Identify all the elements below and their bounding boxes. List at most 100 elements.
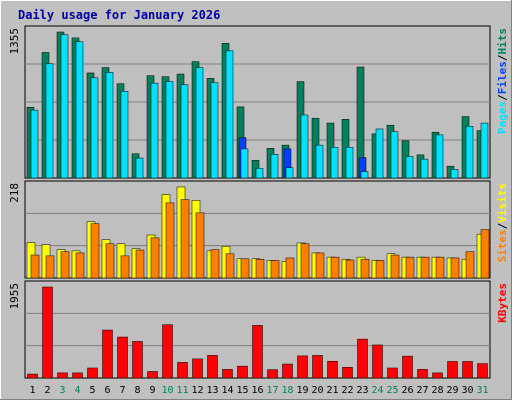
legend-visits: Visits [496, 183, 509, 223]
x-tick-label-20: 20 [311, 385, 323, 396]
bar-pages-day-12 [195, 67, 204, 179]
bar-sites-day-8 [135, 249, 145, 279]
bar-sites-day-21 [330, 256, 340, 279]
panel-visits-sites: 218 Sites/Visits [8, 180, 509, 279]
bar-kbytes-day-31 [477, 363, 488, 379]
legend: KBytes [496, 283, 509, 323]
bar-sites-day-1 [30, 254, 40, 279]
bar-kbytes-day-15 [237, 365, 248, 379]
x-tick-label-29: 29 [446, 385, 458, 396]
legend-hits: Hits [496, 28, 509, 55]
bar-kbytes-day-8 [132, 341, 143, 379]
x-tick-label-18: 18 [281, 385, 293, 396]
bar-pages-day-26 [405, 156, 414, 179]
bar-sites-day-7 [120, 255, 130, 279]
bar-pages-day-16 [255, 168, 264, 179]
bar-pages-day-8 [135, 157, 144, 179]
bar-sites-day-25 [390, 254, 400, 279]
bar-sites-day-28 [435, 256, 445, 279]
legend-separator: / [496, 94, 509, 101]
y-max-label: 218 [8, 183, 21, 203]
panel-hits-files-pages: 1355 Pages/Files/Hits [8, 25, 509, 179]
bar-pages-day-30 [465, 126, 474, 179]
chart-title: Daily usage for January 2026 [18, 8, 220, 22]
bar-pages-day-14 [225, 50, 234, 179]
x-tick-label-5: 5 [89, 385, 95, 396]
bar-sites-day-23 [360, 258, 370, 279]
bar-kbytes-day-3 [57, 372, 68, 379]
x-tick-label-7: 7 [119, 385, 125, 396]
y-max-label: 1355 [8, 28, 21, 55]
bar-pages-day-15 [240, 148, 249, 179]
bar-pages-day-20 [315, 144, 324, 179]
bar-sites-day-10 [165, 202, 175, 279]
legend-files: Files [496, 61, 509, 94]
bar-sites-day-14 [225, 253, 235, 279]
x-tick-label-31: 31 [476, 385, 488, 396]
legend-kbytes: KBytes [496, 283, 509, 323]
x-tick-label-9: 9 [149, 385, 155, 396]
x-tick-label-28: 28 [431, 385, 443, 396]
legend: Pages/Files/Hits [496, 28, 509, 134]
panel-kbytes: 1955 KBytes [8, 280, 509, 379]
x-tick-label-13: 13 [206, 385, 218, 396]
bar-kbytes-day-12 [192, 358, 203, 379]
bar-kbytes-day-20 [312, 355, 323, 379]
x-tick-label-1: 1 [29, 385, 35, 396]
x-tick-label-2: 2 [44, 385, 50, 396]
bar-pages-day-7 [120, 91, 129, 179]
bar-kbytes-day-26 [402, 355, 413, 379]
bar-pages-day-27 [420, 158, 429, 179]
x-tick-label-3: 3 [59, 385, 65, 396]
bar-kbytes-day-10 [162, 324, 173, 379]
bar-pages-day-6 [105, 72, 114, 179]
bar-kbytes-day-1 [27, 373, 38, 379]
bar-sites-day-16 [255, 258, 265, 279]
x-tick-label-15: 15 [236, 385, 248, 396]
bar-sites-day-20 [315, 252, 325, 279]
bar-pages-day-31 [480, 122, 489, 179]
bar-kbytes-day-21 [327, 360, 338, 379]
legend: Sites/Visits [496, 183, 509, 263]
bar-pages-day-18 [285, 167, 294, 179]
x-tick-label-17: 17 [266, 385, 278, 396]
bar-sites-day-30 [465, 251, 475, 279]
bar-pages-day-24 [375, 128, 384, 179]
x-tick-label-4: 4 [74, 385, 80, 396]
bar-pages-day-28 [435, 134, 444, 179]
bar-pages-day-25 [390, 131, 399, 179]
y-max-label: 1955 [8, 283, 21, 310]
bar-pages-day-11 [180, 84, 189, 179]
bar-kbytes-day-2 [42, 286, 53, 379]
x-tick-label-19: 19 [296, 385, 308, 396]
bar-pages-day-9 [150, 82, 159, 179]
bar-kbytes-day-27 [417, 369, 428, 379]
bar-sites-day-15 [240, 258, 250, 279]
bar-pages-day-1 [30, 109, 39, 179]
bar-sites-day-5 [90, 223, 100, 279]
bar-pages-day-2 [45, 63, 54, 179]
legend-sites: Sites [496, 229, 509, 262]
x-tick-label-11: 11 [176, 385, 188, 396]
bar-sites-day-3 [60, 251, 70, 279]
x-tick-label-12: 12 [191, 385, 203, 396]
bar-kbytes-day-24 [372, 344, 383, 379]
x-tick-label-16: 16 [251, 385, 263, 396]
x-tick-label-23: 23 [356, 385, 368, 396]
bar-pages-day-22 [345, 147, 354, 179]
bar-kbytes-day-16 [252, 325, 263, 379]
legend-separator: / [496, 54, 509, 61]
x-tick-label-8: 8 [134, 385, 140, 396]
bar-kbytes-day-7 [117, 336, 128, 379]
bar-kbytes-day-28 [432, 372, 443, 379]
bar-pages-day-10 [165, 81, 174, 179]
bar-sites-day-2 [45, 255, 55, 279]
bar-kbytes-day-19 [297, 355, 308, 379]
bar-pages-day-21 [330, 147, 339, 179]
bar-sites-day-29 [450, 257, 460, 279]
bar-kbytes-day-17 [267, 369, 278, 379]
bar-pages-day-5 [90, 77, 99, 179]
bar-pages-day-17 [270, 154, 279, 179]
bar-kbytes-day-29 [447, 361, 458, 379]
bar-kbytes-day-13 [207, 355, 218, 379]
